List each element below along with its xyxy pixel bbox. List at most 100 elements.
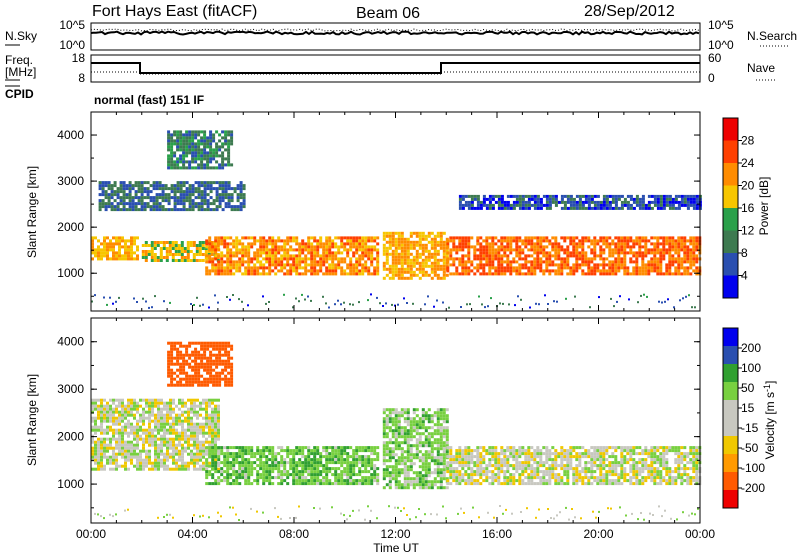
power-cell xyxy=(202,303,204,306)
power-cell xyxy=(286,269,290,273)
vel-cell xyxy=(205,482,209,486)
power-cell xyxy=(602,200,606,204)
vel-cell xyxy=(289,449,293,453)
power-cell xyxy=(500,263,504,267)
vel-cell xyxy=(406,459,410,463)
vel-cell xyxy=(166,464,169,468)
power-cell xyxy=(572,239,576,243)
power-cell xyxy=(316,245,320,249)
power-cell xyxy=(436,264,440,268)
power-cell xyxy=(268,269,272,273)
power-cell xyxy=(539,251,543,255)
power-cell xyxy=(182,163,186,167)
power-cell xyxy=(331,242,335,246)
power-cell xyxy=(394,240,398,244)
power-cell xyxy=(620,251,624,255)
power-cell xyxy=(355,269,359,273)
vel-cell xyxy=(163,467,166,471)
vel-cell xyxy=(97,443,100,447)
vel-cell xyxy=(124,458,127,462)
power-cell xyxy=(542,248,546,252)
power-cell xyxy=(527,260,531,264)
vel-cell xyxy=(373,449,377,453)
vel-cell xyxy=(169,428,172,432)
vel-cell xyxy=(148,461,151,465)
power-cell xyxy=(430,264,434,268)
power-cell xyxy=(686,245,690,249)
vel-cell xyxy=(160,434,163,438)
power-cell xyxy=(206,184,210,188)
vel-cell xyxy=(190,434,193,438)
vel-cell xyxy=(244,449,248,453)
vel-cell xyxy=(247,452,251,456)
power-cell xyxy=(674,197,678,201)
vel-cell xyxy=(241,467,245,471)
vel-cell xyxy=(367,446,371,450)
power-cell xyxy=(235,266,239,270)
vel-cell xyxy=(172,401,175,405)
power-cell xyxy=(358,257,362,261)
vel-cell xyxy=(280,464,284,468)
vel-cell xyxy=(313,455,317,459)
power-cell xyxy=(200,199,204,203)
vel-cell xyxy=(193,398,196,402)
power-cell xyxy=(170,187,174,191)
vel-cell xyxy=(154,404,157,408)
power-cell xyxy=(292,269,296,273)
power-cell xyxy=(343,301,345,304)
power-cell xyxy=(304,272,308,276)
vel-cell xyxy=(301,482,305,486)
vel-cell xyxy=(211,440,214,444)
power-cell xyxy=(391,303,393,306)
power-cell xyxy=(224,181,228,185)
power-cell xyxy=(551,248,555,252)
vel-cell xyxy=(376,458,380,462)
vel-cell xyxy=(193,464,196,468)
vel-cell xyxy=(388,450,392,454)
power-cell xyxy=(118,296,120,299)
vel-cell xyxy=(430,480,434,484)
vel-cell xyxy=(103,464,106,468)
power-cell xyxy=(136,301,138,303)
power-cell xyxy=(337,245,341,249)
vel-cell xyxy=(178,440,181,444)
vel-cell xyxy=(106,437,109,441)
vel-cell xyxy=(211,425,214,429)
vel-cell xyxy=(178,449,181,453)
power-cell xyxy=(97,239,100,243)
vel-cell xyxy=(154,446,157,450)
power-cell xyxy=(560,200,564,204)
vel-cell xyxy=(223,476,227,480)
vel-cell xyxy=(136,446,139,450)
power-cell xyxy=(224,187,228,191)
power-cell xyxy=(584,236,588,240)
vel-cell xyxy=(169,413,172,417)
power-cell xyxy=(179,184,183,188)
vel-cell xyxy=(268,476,272,480)
power-cell xyxy=(197,208,201,212)
power-cell xyxy=(569,194,573,198)
vel-cell xyxy=(412,456,416,460)
power-cell xyxy=(596,203,600,207)
vel-cell xyxy=(394,444,398,448)
power-cell xyxy=(170,163,174,167)
vel-cell xyxy=(421,417,425,421)
vel-cell xyxy=(268,467,272,471)
vel-cell xyxy=(151,434,154,438)
power-cell xyxy=(161,196,165,200)
power-cell xyxy=(133,251,136,255)
power-cell xyxy=(203,190,207,194)
vel-cell xyxy=(439,441,443,445)
power-cell xyxy=(458,197,462,201)
power-cell xyxy=(539,239,543,243)
power-cell xyxy=(488,245,492,249)
power-cell xyxy=(464,263,468,267)
power-cell xyxy=(602,266,606,270)
vel-cell xyxy=(211,449,215,453)
power-cell xyxy=(512,257,516,261)
vel-cell xyxy=(394,483,398,487)
power-cell xyxy=(617,269,621,273)
power-cell xyxy=(128,202,132,206)
vel-cell xyxy=(427,456,431,460)
power-cell xyxy=(376,254,380,258)
